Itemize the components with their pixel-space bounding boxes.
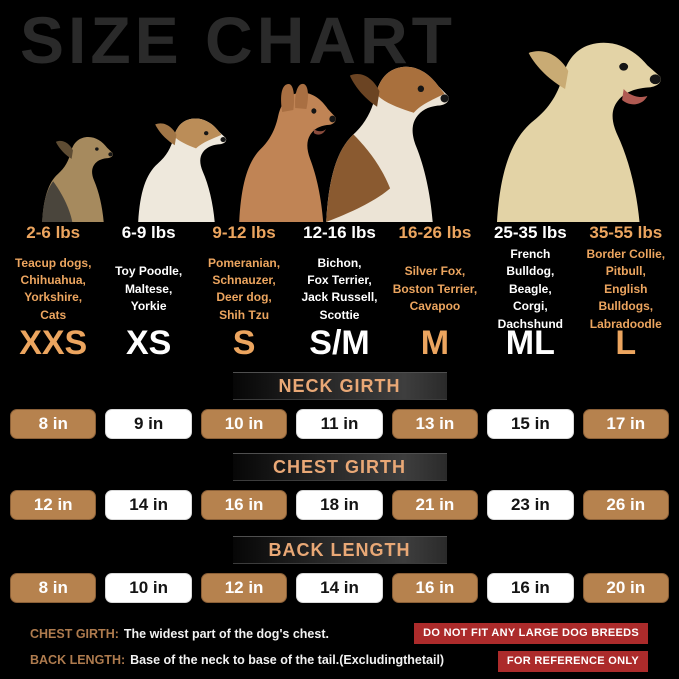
size-label-l: L bbox=[615, 323, 637, 362]
chest-girth-value: 18 in bbox=[296, 490, 383, 520]
no-large-breeds-badge: DO NOT FIT ANY LARGE DOG BREEDS bbox=[414, 623, 648, 644]
french-bulldog-image bbox=[239, 83, 336, 222]
weight-label: 9-12 lbs bbox=[212, 223, 276, 242]
breed-list: Border Collie, Pitbull, English Bulldogs… bbox=[586, 247, 666, 331]
size-label-m: M bbox=[420, 323, 450, 362]
breed-list: Silver Fox, Boston Terrier, Cavapoo bbox=[392, 264, 478, 314]
neck-girth-value: 15 in bbox=[487, 409, 574, 439]
yorkshire-terrier-image bbox=[42, 137, 113, 222]
back-length-note: BACK LENGTH: Base of the neck to base of … bbox=[30, 653, 444, 667]
neck-girth-header: NECK GIRTH bbox=[232, 372, 447, 400]
chest-girth-value: 23 in bbox=[487, 490, 574, 520]
back-length-value: 20 in bbox=[582, 573, 669, 603]
back-length-value: 16 in bbox=[487, 573, 574, 603]
weight-label: 25-35 lbs bbox=[493, 223, 567, 242]
jack-russell-image bbox=[138, 118, 227, 222]
weight-label: 12-16 lbs bbox=[303, 223, 376, 242]
neck-girth-value: 11 in bbox=[296, 409, 383, 439]
weight-label: 35-55 lbs bbox=[589, 223, 663, 242]
chest-girth-row: 12 in 14 in 16 in 18 in 21 in 23 in 26 i… bbox=[0, 490, 679, 520]
size-label-sm: S/M bbox=[309, 323, 370, 362]
breed-list: Teacup dogs, Chihuahua, Yorkshire, Cats bbox=[14, 255, 92, 322]
page-title: SIZE CHART bbox=[20, 3, 456, 77]
breeds-row: Teacup dogs, Chihuahua, Yorkshire, Cats … bbox=[0, 246, 679, 331]
chest-girth-note: CHEST GIRTH: The widest part of the dog's… bbox=[30, 627, 329, 641]
weight-label: 6-9 lbs bbox=[121, 223, 176, 242]
neck-girth-value: 17 in bbox=[582, 409, 669, 439]
back-length-row: 8 in 10 in 12 in 14 in 16 in 16 in 20 in bbox=[0, 573, 679, 603]
beagle-image bbox=[326, 66, 449, 222]
chest-girth-value: 16 in bbox=[200, 490, 288, 520]
header: SIZE CHART bbox=[0, 0, 679, 222]
breed-list: Toy Poodle, Maltese, Yorkie bbox=[115, 264, 183, 314]
back-length-note-label: BACK LENGTH: bbox=[30, 653, 126, 667]
back-length-value: 16 in bbox=[391, 573, 479, 603]
size-label-xxs: XXS bbox=[19, 323, 88, 362]
back-length-note-text: Base of the neck to base of the tail.(Ex… bbox=[130, 653, 445, 667]
back-length-value: 12 in bbox=[200, 573, 288, 603]
weight-label: 16-26 lbs bbox=[398, 223, 472, 242]
neck-girth-row: 8 in 9 in 10 in 11 in 13 in 15 in 17 in bbox=[0, 409, 679, 439]
back-length-header: BACK LENGTH bbox=[232, 536, 447, 564]
neck-girth-value: 9 in bbox=[105, 409, 192, 439]
labrador-image bbox=[497, 42, 661, 222]
back-length-value: 10 in bbox=[105, 573, 192, 603]
chest-girth-note-label: CHEST GIRTH: bbox=[30, 627, 119, 641]
neck-girth-value: 10 in bbox=[200, 409, 288, 439]
chest-girth-note-text: The widest part of the dog's chest. bbox=[123, 627, 329, 641]
weight-label: 2-6 lbs bbox=[26, 223, 81, 242]
chest-girth-value: 14 in bbox=[105, 490, 192, 520]
weights-row: 2-6 lbs 6-9 lbs 9-12 lbs 12-16 lbs 16-26… bbox=[0, 222, 679, 244]
breed-list: French Bulldog, Beagle, Corgi, Dachshund bbox=[497, 247, 564, 331]
chest-girth-value: 12 in bbox=[10, 490, 97, 520]
size-label-xs: XS bbox=[125, 323, 172, 362]
back-length-value: 8 in bbox=[10, 573, 97, 603]
size-label-ml: ML bbox=[505, 323, 555, 362]
chest-girth-value: 26 in bbox=[582, 490, 669, 520]
chest-girth-value: 21 in bbox=[391, 490, 479, 520]
breed-list: Pomeranian, Schnauzer, Deer dog, Shih Tz… bbox=[208, 255, 281, 322]
sizes-row: XXS XS S S/M M ML L bbox=[0, 322, 679, 364]
size-label-s: S bbox=[232, 323, 256, 362]
back-length-value: 14 in bbox=[296, 573, 383, 603]
reference-only-badge: FOR REFERENCE ONLY bbox=[497, 651, 648, 672]
neck-girth-value: 8 in bbox=[10, 409, 97, 439]
footer: CHEST GIRTH: The widest part of the dog's… bbox=[0, 617, 679, 679]
neck-girth-value: 13 in bbox=[391, 409, 479, 439]
breed-list: Bichon, Fox Terrier, Jack Russell, Scott… bbox=[301, 255, 378, 322]
chest-girth-header: CHEST GIRTH bbox=[232, 453, 447, 481]
